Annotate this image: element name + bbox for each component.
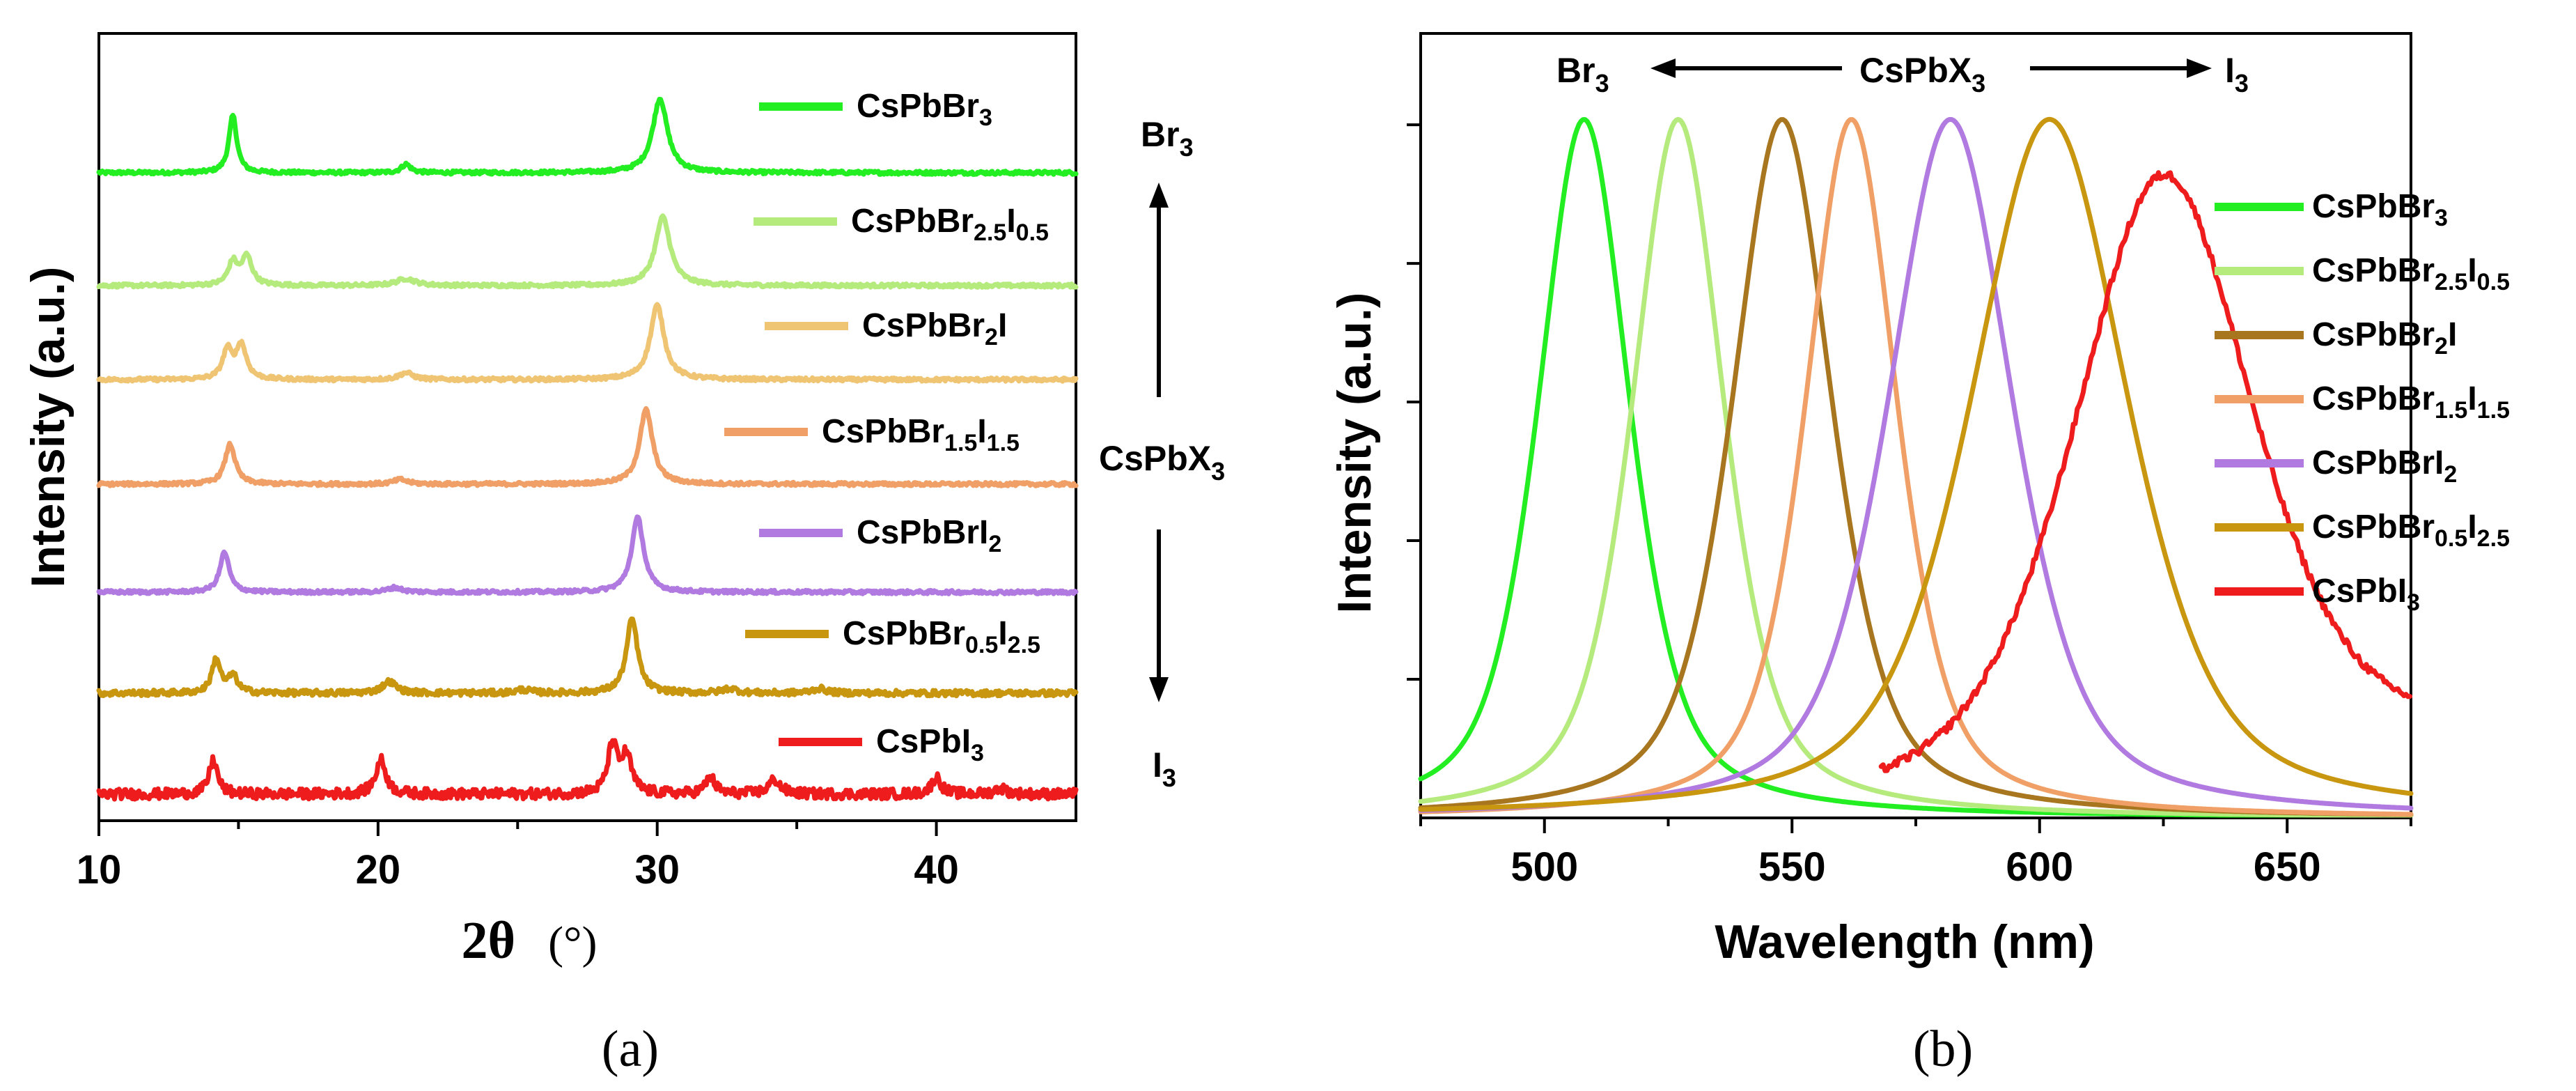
panel-a-plot-frame [97, 32, 1077, 822]
panel-b-y-axis-title: Intensity (a.u.) [1328, 293, 1381, 614]
panel-b-label: (b) [1913, 1021, 1973, 1078]
panel-a-x-ticks: 10 20 30 40 [77, 821, 959, 892]
panel-b-x-tick-label: 600 [2006, 844, 2073, 890]
panel-a-legend-label: CsPbBr0.5I2.5 [843, 615, 1040, 658]
panel-b-curves [1418, 116, 2414, 818]
panel-a-x-tick-label: 40 [914, 847, 959, 892]
panel-a-arrow-up-head [1149, 183, 1169, 208]
panel-b-legend-label: CsPbBr3 [2312, 188, 2448, 231]
panel-a-series-CsPbBr2I [96, 302, 1079, 384]
panel-b-x-tick-label: 650 [2254, 844, 2321, 890]
panel-b-annotation-right: I3 [2225, 51, 2249, 98]
panel-b-legend-label: CsPbBr0.5I2.5 [2312, 509, 2510, 552]
panel-a-x-axis-title: 2θ (°) [461, 911, 597, 970]
panel-b-annotation-middle: CsPbX3 [1859, 51, 1985, 98]
panel-a-series-CsPbBrI2 [96, 514, 1079, 596]
panel-b-series-CsPbBr2.5I0.5 [1418, 116, 2414, 818]
panel-a-xrd-chart: 10 20 30 40 CsPbBr3CsPbBr2.5I0.5CsPbBr2ICsP… [22, 32, 1225, 1078]
panel-a-x-axis-unit: (°) [548, 918, 597, 968]
panel-b-series-CsPbBr0.5I2.5 [1418, 116, 2414, 812]
panel-a-label: (a) [602, 1021, 659, 1078]
panel-b-legend-label: CsPbBrI2 [2312, 444, 2457, 488]
panel-b-legend-label: CsPbBr2I [2312, 316, 2457, 359]
panel-a-y-axis-title: Intensity (a.u.) [22, 267, 75, 588]
panel-a-annotation-bottom: I3 [1153, 745, 1176, 792]
panel-b-x-axis-title: Wavelength (nm) [1715, 915, 2094, 968]
panel-b-annotation-left: Br3 [1556, 51, 1609, 98]
panel-a-x-axis-symbol: 2θ [461, 911, 515, 970]
panel-b-legend-label: CsPbBr2.5I0.5 [2312, 252, 2510, 295]
panel-b-series-CsPbI3 [1878, 170, 2413, 773]
panel-a-series-CsPbBr3 [96, 97, 1079, 177]
panel-b-x-tick-label: 550 [1758, 844, 1826, 890]
panel-b-arrow-left-head [1650, 59, 1676, 78]
panel-a-legend-label: CsPbI3 [876, 723, 984, 766]
panel-a-series-CsPbBr1.5I1.5 [96, 405, 1079, 488]
panel-a-x-tick-label: 30 [634, 847, 680, 892]
panel-b-pl-chart: 500 550 600 650 CsPbBr3 CsPbBr2.5I0.5 CsPbBr2… [1328, 32, 2510, 1078]
panel-a-series-CsPbBr0.5I2.5 [96, 616, 1079, 699]
panel-a-legend-label: CsPbBr1.5I1.5 [822, 413, 1020, 456]
panel-a-legend-label: CsPbBr2I [862, 307, 1007, 350]
panel-b-axis-ticks: 500 550 600 650 [1407, 123, 2412, 890]
panel-a-annotation-middle: CsPbX3 [1099, 439, 1225, 486]
panel-a-series-CsPbBr2.5I0.5 [96, 213, 1079, 290]
panel-a-x-tick-label: 10 [77, 847, 122, 892]
panel-b-x-tick-label: 500 [1511, 844, 1578, 890]
panel-a-arrow-down-head [1149, 677, 1169, 702]
panel-a-legend-label: CsPbBr3 [857, 88, 992, 131]
panel-a-legend-label: CsPbBrI2 [857, 514, 1001, 557]
panel-b-legend: CsPbBr3 CsPbBr2.5I0.5 CsPbBr2I CsPbBr1.5I1.… [2215, 188, 2510, 616]
panel-b-legend-label: CsPbI3 [2312, 573, 2420, 616]
panel-a-annotation-top: Br3 [1141, 115, 1194, 162]
panel-a-legend: CsPbBr3 CsPbBr2.5I0.5 CsPbBr2I CsPbBr1.5I1.… [724, 88, 1049, 766]
panel-b-arrow-right-head [2187, 59, 2212, 78]
panel-b-legend-label: CsPbBr1.5I1.5 [2312, 380, 2510, 424]
panel-a-series-CsPbI3 [96, 738, 1079, 802]
panel-a-x-tick-label: 20 [356, 847, 401, 892]
panel-a-legend-label: CsPbBr2.5I0.5 [851, 203, 1049, 246]
panel-a-curves [96, 97, 1079, 802]
